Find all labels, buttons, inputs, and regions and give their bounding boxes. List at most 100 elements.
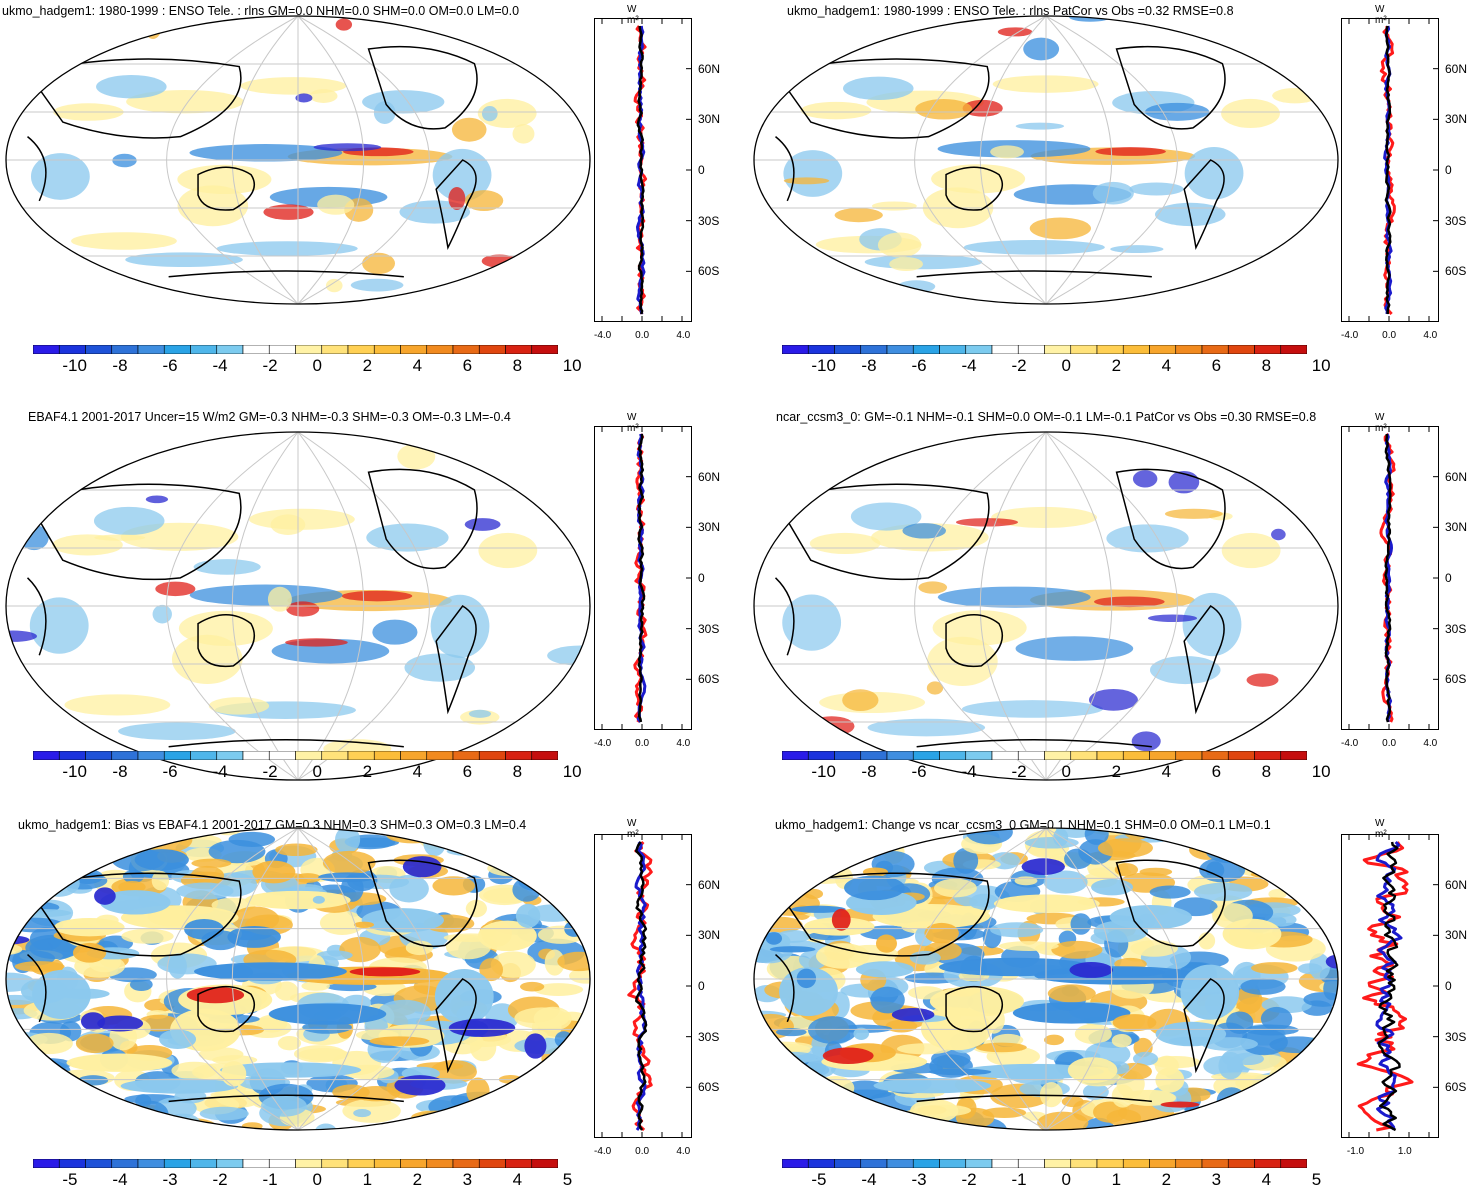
map-panel-4 (753, 431, 1339, 781)
colorbar-label: 10 (562, 356, 582, 375)
lat-tick-label: 60N (1445, 61, 1468, 76)
zonal-mean-profile-5 (594, 834, 692, 1138)
x-tick-label: 4.0 (676, 738, 691, 749)
lat-tick-label: 60N (698, 469, 721, 484)
units-label: W m² (1375, 412, 1387, 434)
colorbar-swatches (32, 1158, 559, 1169)
panel-title: ncar_ccsm3_0: GM=-0.1 NHM=-0.1 SHM=0.0 O… (776, 410, 1317, 424)
colorbar-label: 10 (562, 762, 582, 781)
lat-tick-label: 60S (698, 672, 720, 687)
lat-tick-label: 0 (698, 163, 705, 177)
colorbar-label: 10 (1311, 356, 1331, 375)
colorbar-label: 1 (1111, 1170, 1122, 1189)
units-label: W m² (1375, 4, 1387, 26)
lat-tick-label: 0 (698, 571, 705, 585)
colorbar-label: -4 (212, 356, 228, 375)
x-tick-label: -4.0 (594, 330, 612, 341)
colorbar-label: -1 (262, 1170, 278, 1189)
map-panel-5 (5, 827, 591, 1131)
colorbar-label: -5 (62, 1170, 78, 1189)
colorbar-label: 0 (1061, 1170, 1071, 1189)
lat-tick-label: 60N (1445, 877, 1468, 892)
lat-tick-label: 30N (698, 112, 721, 127)
colorbar-5 (32, 1155, 559, 1169)
lat-tick-label: 30N (698, 928, 721, 943)
colorbar-label: -3 (911, 1170, 927, 1189)
colorbar-label: 0 (1061, 762, 1071, 781)
colorbar-label: 2 (1111, 356, 1122, 375)
x-tick-label: -4.0 (1341, 738, 1359, 749)
lat-tick-label: 60S (698, 1080, 720, 1095)
lat-tick-label: 30S (1445, 621, 1467, 636)
zonal-mean-profile-3 (594, 426, 692, 730)
lat-tick-label: 60N (1445, 469, 1468, 484)
map-panel-2 (753, 15, 1339, 305)
lat-tick-label: 30N (1445, 928, 1468, 943)
lat-tick-label: 30N (1445, 520, 1468, 535)
lat-tick-label: 60N (698, 877, 721, 892)
colorbar-swatches (781, 344, 1308, 355)
colorbar-label: -4 (861, 1170, 877, 1189)
colorbar-label: 4 (412, 356, 423, 375)
colorbar-6 (781, 1155, 1308, 1169)
lat-tick-label: 0 (1445, 979, 1452, 993)
panel-title: ukmo_hadgem1: 1980-1999 : ENSO Tele. : r… (2, 4, 520, 18)
lat-tick-label: 60S (1445, 1080, 1467, 1095)
units-label: W m² (1375, 818, 1387, 840)
colorbar-label: -4 (112, 1170, 128, 1189)
colorbar-label: -4 (212, 762, 228, 781)
units-label: W m² (627, 4, 639, 26)
colorbar-label: -8 (861, 356, 877, 375)
x-tick-label: 1.0 (1397, 1146, 1412, 1157)
x-tick-label: -1.0 (1346, 1146, 1365, 1157)
zonal-mean-profile-1 (594, 18, 692, 322)
zonal-mean-profile-2 (1341, 18, 1439, 322)
colorbar-label: -6 (162, 762, 178, 781)
colorbar-label: 10 (1311, 762, 1331, 781)
colorbar-label: 8 (512, 762, 523, 781)
colorbar-label: -10 (811, 356, 836, 375)
colorbar-label: -2 (1011, 762, 1027, 781)
x-tick-label: 4.0 (676, 330, 691, 341)
panel-title: ukmo_hadgem1: Change vs ncar_ccsm3_0 GM=… (775, 818, 1271, 832)
x-tick-label: -4.0 (594, 738, 612, 749)
zonal-mean-profile-4 (1341, 426, 1439, 730)
colorbar-label: -5 (811, 1170, 827, 1189)
panel-title: ukmo_hadgem1: 1980-1999 : ENSO Tele. : r… (787, 4, 1234, 18)
colorbar-label: -8 (861, 762, 877, 781)
colorbar-label: 0 (312, 356, 322, 375)
colorbar-label: 4 (512, 1170, 523, 1189)
colorbar-label: 2 (1111, 762, 1122, 781)
lat-tick-label: 0 (698, 979, 705, 993)
colorbar-label: -8 (112, 762, 128, 781)
colorbar-label: -6 (911, 356, 927, 375)
colorbar-label: 2 (412, 1170, 423, 1189)
colorbar-label: 6 (462, 356, 473, 375)
colorbar-label: -10 (811, 762, 836, 781)
colorbar-label: -3 (162, 1170, 178, 1189)
x-tick-label: 0.0 (1382, 330, 1397, 341)
colorbar-label: 0 (1061, 356, 1071, 375)
x-tick-label: 4.0 (676, 1146, 691, 1157)
colorbar-swatches (781, 750, 1308, 761)
colorbar-label: -2 (262, 356, 278, 375)
colorbar-label: -1 (1011, 1170, 1027, 1189)
colorbar-label: -2 (1011, 356, 1027, 375)
x-tick-label: 0.0 (635, 330, 650, 341)
lat-tick-label: 30S (698, 1029, 720, 1044)
colorbar-3 (32, 747, 559, 761)
colorbar-swatches (32, 344, 559, 355)
colorbar-label: -10 (62, 762, 87, 781)
lat-tick-label: 0 (1445, 163, 1452, 177)
colorbar-label: 8 (512, 356, 523, 375)
colorbar-label: 4 (1161, 762, 1172, 781)
colorbar-label: 8 (1261, 762, 1272, 781)
colorbar-label: 4 (1161, 356, 1172, 375)
lat-tick-label: 0 (1445, 571, 1452, 585)
colorbar-label: -2 (961, 1170, 977, 1189)
panel-title: ukmo_hadgem1: Bias vs EBAF4.1 2001-2017 … (18, 818, 527, 832)
colorbar-label: 6 (1211, 762, 1222, 781)
map-panel-1 (5, 15, 591, 305)
lat-tick-label: 30S (1445, 1029, 1467, 1044)
colorbar-label: 0 (312, 762, 322, 781)
